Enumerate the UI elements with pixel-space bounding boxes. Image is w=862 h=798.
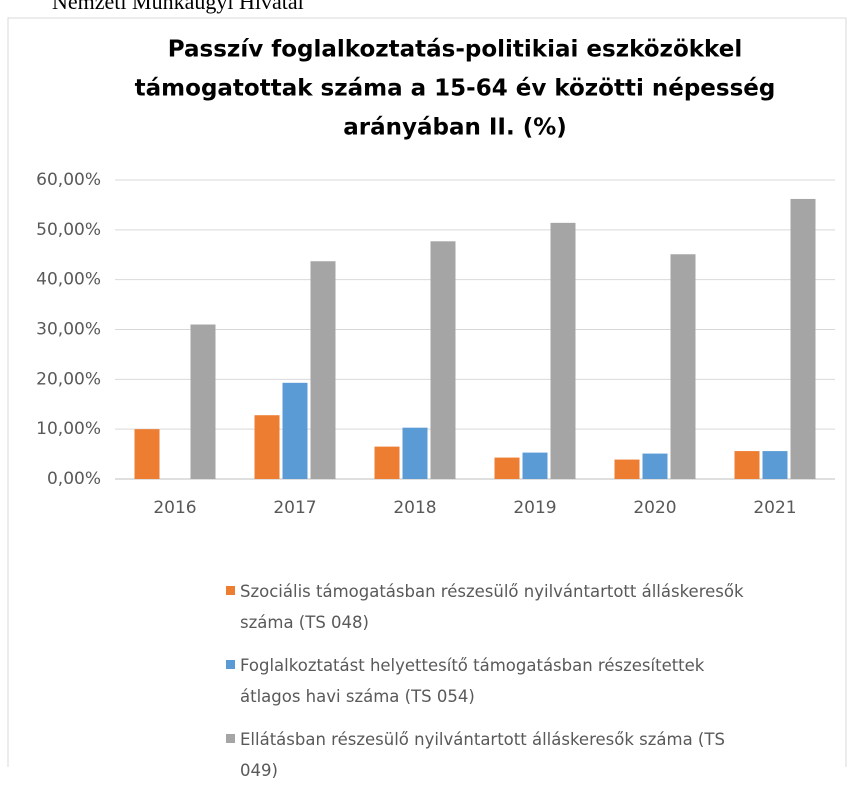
legend-label: Foglalkoztatást helyettesítő támogatásba… <box>240 656 705 706</box>
chart-title: Passzív foglalkoztatás-politikiai eszköz… <box>168 37 742 63</box>
y-tick-label: 40,00% <box>36 270 101 290</box>
bar <box>762 451 788 479</box>
x-tick-label: 2016 <box>153 498 196 518</box>
legend-swatch <box>226 586 235 595</box>
y-tick-label: 60,00% <box>36 170 101 190</box>
bar <box>190 324 216 479</box>
legend-item: Ellátásban részesülő nyilvántartott állá… <box>226 724 756 786</box>
bar <box>550 222 576 479</box>
bar <box>402 427 428 479</box>
legend-swatch <box>226 734 235 743</box>
source: Nemzeti Munkaügyi Hivatal <box>52 0 304 14</box>
y-tick-label: 50,00% <box>36 220 101 240</box>
chart-title: támogatottak száma a 15-64 év közötti né… <box>135 76 776 102</box>
bar <box>134 429 160 479</box>
chart-border <box>7 17 847 767</box>
y-tick-label: 10,00% <box>36 419 101 439</box>
bar <box>790 198 816 480</box>
x-tick-label: 2021 <box>753 498 796 518</box>
bar <box>642 453 668 479</box>
chart: Nemzeti Munkaügyi Hivatal Passzív foglal… <box>7 0 847 767</box>
bar <box>670 254 696 479</box>
bar <box>254 415 280 479</box>
legend: Szociális támogatásban részesülő nyilván… <box>226 576 756 798</box>
bar <box>522 452 548 479</box>
bar <box>430 241 456 479</box>
legend-item: Foglalkoztatást helyettesítő támogatásba… <box>226 650 756 712</box>
x-tick-label: 2020 <box>633 498 676 518</box>
legend-swatch <box>226 660 235 669</box>
bar <box>374 446 400 479</box>
legend-item: Szociális támogatásban részesülő nyilván… <box>226 576 756 638</box>
bar <box>310 261 336 479</box>
bar <box>614 459 640 479</box>
y-tick-label: 0,00% <box>47 469 101 489</box>
page: {"chart_data": {"type": "bar", "source":… <box>7 0 847 780</box>
bar <box>282 382 308 479</box>
y-tick-label: 20,00% <box>36 369 101 389</box>
x-tick-label: 2019 <box>513 498 556 518</box>
legend-label: Ellátásban részesülő nyilvántartott állá… <box>240 730 725 780</box>
chart-title: arányában II. (%) <box>343 115 567 141</box>
bar <box>494 457 520 479</box>
x-tick-label: 2018 <box>393 498 436 518</box>
bar <box>734 451 760 479</box>
y-tick-label: 30,00% <box>36 320 101 340</box>
x-tick-label: 2017 <box>273 498 316 518</box>
legend-label: Szociális támogatásban részesülő nyilván… <box>240 582 744 632</box>
